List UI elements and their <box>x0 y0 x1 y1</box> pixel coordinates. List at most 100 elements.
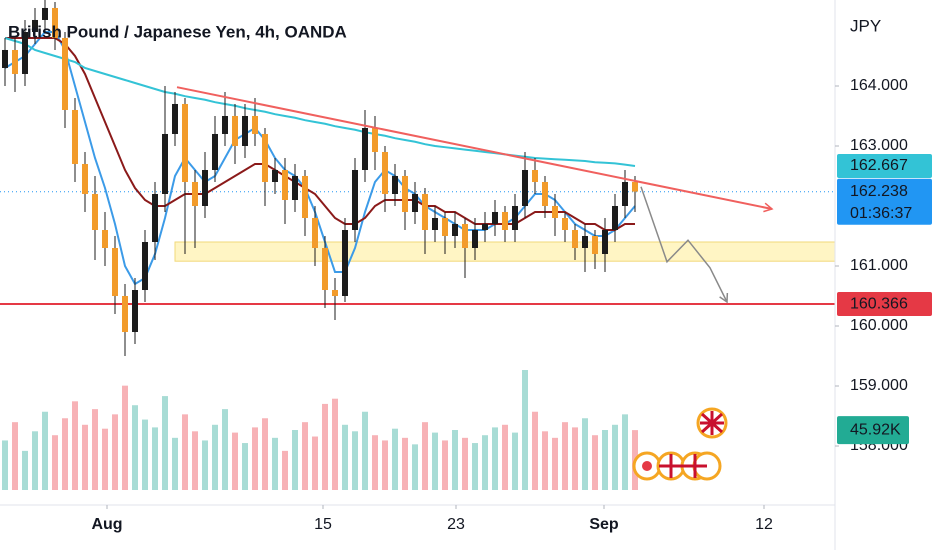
candle-body <box>32 19 38 32</box>
support-tag <box>837 292 932 317</box>
volume-bar <box>42 411 48 490</box>
volume-bar <box>452 430 458 490</box>
candle-body <box>192 181 198 206</box>
countdown: 01:36:37 <box>850 205 912 222</box>
volume-tag <box>837 416 909 445</box>
volume-bar <box>322 403 328 490</box>
x-tick-label: 12 <box>755 516 773 533</box>
volume-bar <box>382 440 388 490</box>
candle-body <box>572 229 578 248</box>
volume-bar <box>282 450 288 490</box>
volume-bar <box>532 411 538 490</box>
y-tick-label: 161.000 <box>850 257 908 274</box>
candle-body <box>602 229 608 255</box>
candle-body <box>522 169 528 206</box>
volume-bar <box>362 411 368 490</box>
candle-body <box>382 151 388 194</box>
candle-body <box>122 296 128 333</box>
volume-bar <box>402 437 408 490</box>
candle-body <box>262 133 268 182</box>
volume-bar <box>132 405 138 490</box>
candle-body <box>422 193 428 230</box>
candle-body <box>622 181 628 206</box>
candle-body <box>592 235 598 255</box>
volume-bar <box>202 440 208 490</box>
volume-bar <box>352 431 358 490</box>
candle-body <box>72 109 78 164</box>
candle-body <box>102 229 108 248</box>
last-price-label: 162.238 <box>850 183 908 200</box>
volume-bar <box>342 424 348 490</box>
volume-bar <box>52 435 58 490</box>
candle-body <box>12 49 18 74</box>
candle-body <box>612 205 618 230</box>
candle-body <box>252 115 258 134</box>
candle-body <box>292 175 298 200</box>
candle-body <box>132 290 138 333</box>
candle-body <box>562 217 568 230</box>
candle-body <box>542 181 548 206</box>
candle-body <box>412 193 418 212</box>
candle-body <box>232 115 238 146</box>
candle-body <box>92 193 98 230</box>
candle-body <box>582 235 588 248</box>
x-tick-label: Aug <box>91 516 122 533</box>
candle-body <box>172 103 178 134</box>
candle-body <box>22 31 28 74</box>
event-icon <box>642 461 652 471</box>
volume-bar <box>472 443 478 490</box>
candle-body <box>342 229 348 297</box>
volume-bar <box>492 427 498 490</box>
arrow-head <box>763 202 774 213</box>
candle-body <box>482 223 488 230</box>
volume-bar <box>392 428 398 490</box>
volume-bar <box>432 432 438 490</box>
candle-body <box>442 217 448 236</box>
volume-bar <box>332 398 338 490</box>
volume-bar <box>582 418 588 490</box>
volume-bar <box>172 437 178 490</box>
candle-body <box>312 217 318 248</box>
candle-body <box>322 247 328 291</box>
plot-area <box>0 0 836 490</box>
volume-bar <box>542 431 548 490</box>
volume-bar <box>572 427 578 490</box>
candle-body <box>512 205 518 230</box>
moving-average <box>5 36 635 231</box>
volume-bar <box>242 443 248 490</box>
volume-bar <box>82 424 88 490</box>
volume-bar <box>602 430 608 490</box>
volume-bar <box>262 418 268 490</box>
candle-body <box>352 169 358 230</box>
candle-body <box>212 133 218 170</box>
flag <box>659 454 707 478</box>
support-tag-label: 160.366 <box>850 295 908 312</box>
candle-body <box>152 193 158 242</box>
candle-body <box>532 169 538 182</box>
candle-body <box>52 7 58 38</box>
ma-tag <box>837 153 932 178</box>
candle-body <box>222 115 228 134</box>
volume-bar <box>292 430 298 490</box>
volume-bar <box>212 424 218 490</box>
candle-body <box>362 127 368 170</box>
candle-body <box>502 211 508 230</box>
volume-bar <box>552 437 558 490</box>
volume-bar <box>312 436 318 490</box>
candle-body <box>242 115 248 146</box>
currency: JPY <box>850 16 881 35</box>
moving-average <box>4 37 636 167</box>
candle-body <box>142 241 148 291</box>
volume-bar <box>372 435 378 490</box>
projection <box>640 186 728 303</box>
volume-bar <box>442 440 448 490</box>
candle-body <box>42 7 48 20</box>
volume-bar <box>162 396 168 490</box>
chart-title: British Pound / Japanese Yen, 4h, OANDA <box>8 22 347 41</box>
moving-average <box>4 30 636 286</box>
trendline <box>176 86 773 210</box>
candle-body <box>112 247 118 297</box>
volume-bar <box>122 385 128 490</box>
y-tick-label: 160.000 <box>850 317 908 334</box>
